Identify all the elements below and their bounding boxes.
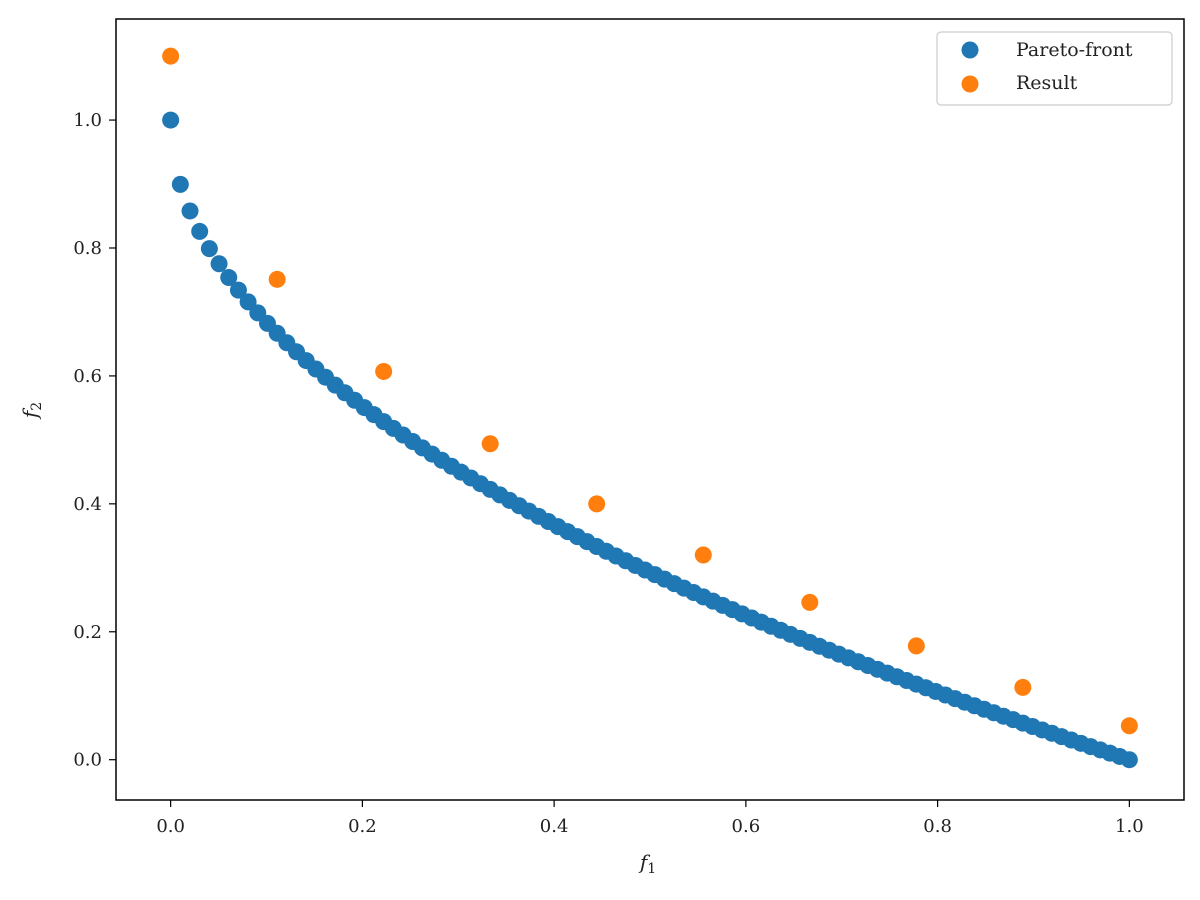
series-result <box>162 47 1138 735</box>
data-point <box>220 269 238 287</box>
data-point <box>229 281 247 299</box>
data-point <box>481 435 499 453</box>
data-point <box>210 255 228 273</box>
y-axis: 0.0 0.2 0.4 0.6 0.8 1.0 <box>73 110 116 771</box>
data-point <box>1014 678 1032 696</box>
x-tick-label: 0.8 <box>923 816 952 837</box>
data-point <box>375 362 393 380</box>
data-point <box>1120 717 1138 735</box>
data-point <box>268 270 286 288</box>
x-tick-label: 0.6 <box>732 816 761 837</box>
data-point <box>171 175 189 193</box>
data-point <box>801 593 819 611</box>
legend-frame <box>936 31 1173 106</box>
x-tick-label: 0.2 <box>348 816 377 837</box>
series-pareto-front <box>162 111 1138 769</box>
legend-marker-result <box>961 75 979 93</box>
x-tick-label: 0.0 <box>156 816 185 837</box>
series-layer <box>162 47 1138 769</box>
x-tick-label: 0.4 <box>540 816 569 837</box>
data-point <box>694 546 712 564</box>
data-point <box>162 111 180 129</box>
x-tick-label: 1.0 <box>1115 816 1144 837</box>
y-axis-label: f2 <box>18 402 45 420</box>
legend-marker-pareto-front <box>961 41 979 59</box>
data-point <box>181 202 199 220</box>
legend: Pareto-front Result <box>936 31 1173 106</box>
data-point <box>191 222 209 240</box>
data-point <box>200 240 218 258</box>
y-tick-label: 0.0 <box>73 750 102 771</box>
legend-label-result: Result <box>1016 72 1078 94</box>
data-point <box>162 47 180 65</box>
y-tick-label: 0.2 <box>73 622 102 643</box>
data-point <box>239 293 257 311</box>
plot-area <box>115 18 1185 801</box>
data-point <box>1120 751 1138 769</box>
y-tick-label: 0.8 <box>73 238 102 259</box>
y-tick-label: 0.6 <box>73 366 102 387</box>
legend-label-pareto-front: Pareto-front <box>1016 39 1133 61</box>
x-axis: 0.0 0.2 0.4 0.6 0.8 1.0 <box>156 800 1144 837</box>
y-tick-label: 1.0 <box>73 110 102 131</box>
data-point <box>588 495 606 513</box>
data-point <box>907 637 925 655</box>
y-tick-label: 0.4 <box>73 494 102 515</box>
x-axis-label: f1 <box>638 850 656 877</box>
